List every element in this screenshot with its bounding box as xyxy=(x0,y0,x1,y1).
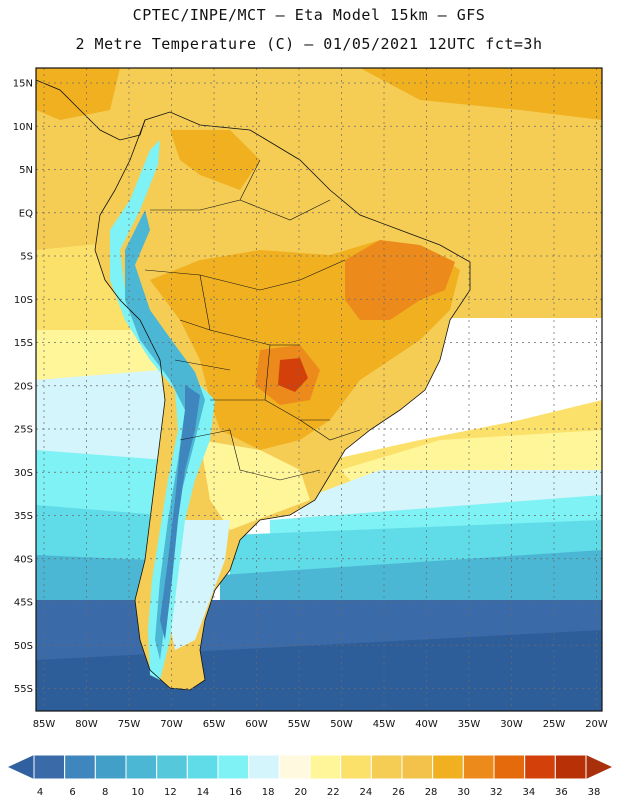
legend-label: 32 xyxy=(490,787,503,798)
latitude-label: 45S xyxy=(14,598,33,609)
legend-color-box xyxy=(156,754,188,780)
legend-color-box xyxy=(524,754,556,780)
graticule xyxy=(36,68,602,711)
legend-color-box xyxy=(401,754,434,780)
legend-label: 28 xyxy=(425,787,438,798)
land-north-warm xyxy=(170,130,260,190)
latitude-axis-labels: 15N 10N 5N EQ 5S 10S 15S 20S 25S 30S 35S 40S 45S 50S 5… xyxy=(13,79,33,696)
longitude-label: 20W xyxy=(585,719,608,730)
legend-color-box xyxy=(248,754,280,780)
latitude-label: 15N xyxy=(13,79,33,90)
ocean-band-deep xyxy=(36,630,602,711)
legend-label: 30 xyxy=(457,787,470,798)
legend-label: 8 xyxy=(102,787,108,798)
latitude-label: 30S xyxy=(14,468,33,479)
legend-color-box xyxy=(309,754,342,780)
land-patagonia-cool xyxy=(165,520,230,650)
legend-label: 20 xyxy=(294,787,307,798)
latitude-label: 5S xyxy=(20,252,33,263)
legend-label: 34 xyxy=(522,787,535,798)
legend-color-box xyxy=(125,754,158,780)
map-title-line-2: 2 Metre Temperature (C) – 01/05/2021 12U… xyxy=(75,35,543,53)
legend-color-box xyxy=(186,754,219,780)
latitude-label: 55S xyxy=(14,684,33,695)
legend-color-box xyxy=(64,754,96,780)
ocean-band-north-hot xyxy=(36,68,602,120)
central-america-outline xyxy=(35,79,146,141)
latitude-label: EQ xyxy=(19,208,33,219)
longitude-label: 25W xyxy=(543,719,566,730)
legend-color-box xyxy=(217,754,250,780)
legend-label: 24 xyxy=(360,787,373,798)
legend-label: 18 xyxy=(262,787,275,798)
legend-color-box xyxy=(554,754,587,780)
longitude-label: 75W xyxy=(118,719,141,730)
longitude-label: 45W xyxy=(373,719,396,730)
latitude-label: 35S xyxy=(14,511,33,522)
longitude-label: 60W xyxy=(245,719,268,730)
latitude-label: 50S xyxy=(14,641,33,652)
legend-label: 16 xyxy=(229,787,242,798)
legend-label: 10 xyxy=(131,787,144,798)
legend-label: 36 xyxy=(555,787,568,798)
land-south-cool xyxy=(200,440,310,530)
coastline-and-borders xyxy=(35,79,471,691)
latitude-label: 15S xyxy=(14,338,33,349)
legend-color-box xyxy=(278,754,311,780)
map-frame xyxy=(35,67,603,712)
longitude-label: 30W xyxy=(500,719,523,730)
ocean-band-mild xyxy=(36,330,602,500)
temperature-field xyxy=(36,68,602,711)
latitude-label: 10N xyxy=(13,122,33,133)
latitude-label: 5N xyxy=(19,165,33,176)
longitude-label: 80W xyxy=(75,719,98,730)
legend-color-box xyxy=(462,754,495,780)
latitude-label: 10S xyxy=(14,295,33,306)
legend-label: 26 xyxy=(392,787,405,798)
latitude-label: 25S xyxy=(14,425,33,436)
country-borders xyxy=(144,159,361,481)
longitude-label: 35W xyxy=(458,719,481,730)
andes-ridge-peak xyxy=(160,385,200,640)
temperature-legend: 4 6 8 10 12 14 16 18 20 22 24 26 28 30 32 34 36 38 xyxy=(8,754,612,798)
legend-label: 38 xyxy=(588,787,601,798)
ocean-band-cool xyxy=(36,370,602,520)
legend-label: 4 xyxy=(37,787,43,798)
legend-right-arrow xyxy=(586,755,612,779)
legend-color-box xyxy=(493,754,526,780)
continent-outline xyxy=(94,111,471,691)
map-title-line-1: CPTEC/INPE/MCT – Eta Model 15km – GFS xyxy=(132,6,486,24)
longitude-label: 65W xyxy=(203,719,226,730)
ocean-band-cyan-1 xyxy=(36,450,602,545)
latitude-label: 20S xyxy=(14,381,33,392)
longitude-label: 70W xyxy=(160,719,183,730)
longitude-label: 50W xyxy=(330,719,353,730)
legend-color-box xyxy=(33,754,66,780)
legend-left-arrow xyxy=(8,755,34,779)
legend-label: 12 xyxy=(164,787,177,798)
longitude-label: 85W xyxy=(33,719,56,730)
legend-color-box xyxy=(432,754,464,780)
land-northeast-hot xyxy=(345,240,455,320)
longitude-label: 40W xyxy=(415,719,438,730)
legend-label: 22 xyxy=(327,787,340,798)
longitude-axis-labels: 85W 80W 75W 70W 65W 60W 55W 50W 45W 40W 35W 30W 25W 2… xyxy=(33,719,608,730)
legend-label: 14 xyxy=(197,787,210,798)
legend-color-box xyxy=(370,754,403,780)
longitude-label: 55W xyxy=(288,719,311,730)
latitude-label: 40S xyxy=(14,554,33,565)
legend-color-box xyxy=(94,754,127,780)
land-pantanal-hotter xyxy=(278,358,308,392)
andes-ridge-mid xyxy=(125,210,205,660)
legend-label: 6 xyxy=(69,787,75,798)
legend-color-box xyxy=(340,754,372,780)
